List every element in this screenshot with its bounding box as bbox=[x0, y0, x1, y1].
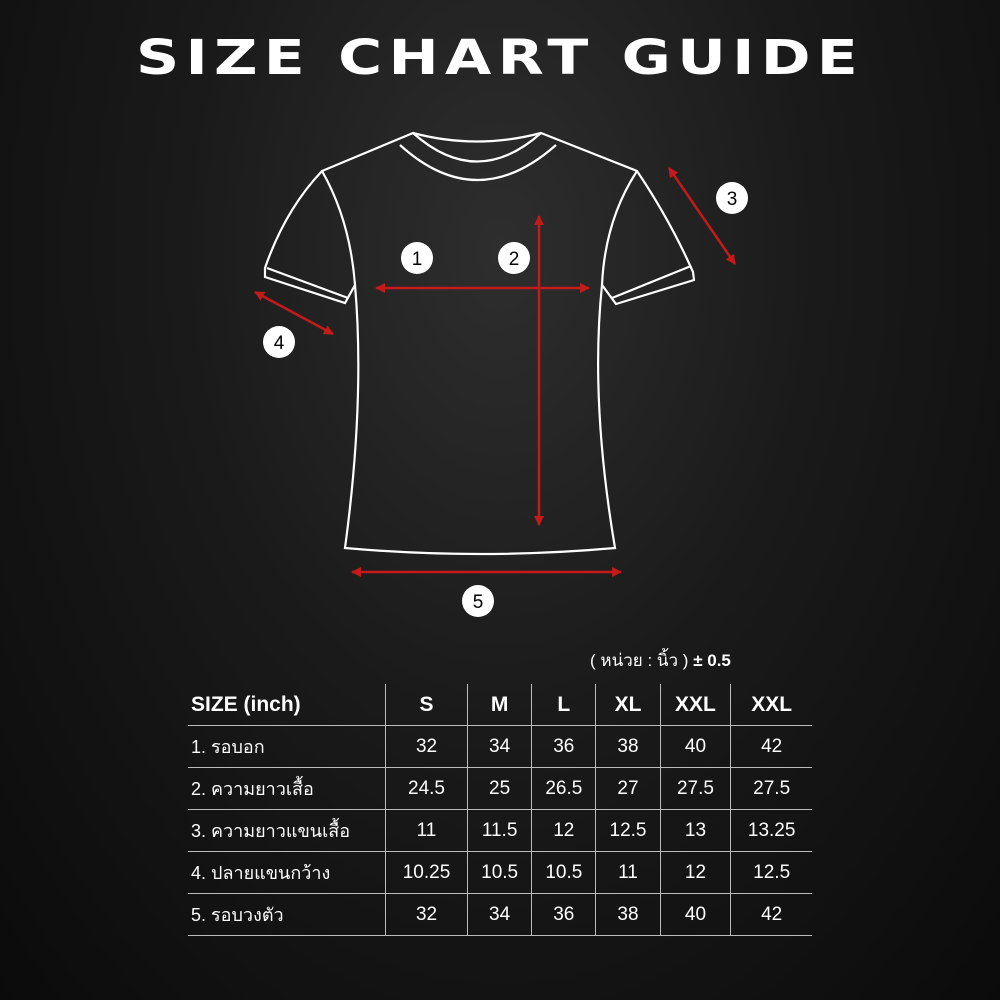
measurement-label: 1. รอบอก bbox=[188, 725, 386, 768]
header-cell: L bbox=[531, 684, 596, 726]
tshirt-diagram: 1 2 3 4 5 bbox=[254, 131, 748, 617]
header-cell: XXL bbox=[659, 684, 731, 726]
table-row: 5. รอบวงตัว 32 34 36 38 40 42 bbox=[188, 893, 812, 936]
marker-5: 5 bbox=[462, 585, 494, 617]
marker-2: 2 bbox=[498, 242, 530, 274]
size-value: 13 bbox=[659, 809, 731, 852]
svg-text:1: 1 bbox=[412, 249, 423, 270]
table-row: 2. ความยาวเสื้อ 24.5 25 26.5 27 27.5 27.5 bbox=[188, 767, 812, 810]
size-value: 36 bbox=[531, 725, 596, 768]
header-cell: S bbox=[384, 684, 468, 726]
size-value: 27.5 bbox=[659, 767, 731, 810]
svg-text:4: 4 bbox=[274, 333, 285, 354]
tolerance: ± 0.5 bbox=[693, 651, 731, 670]
size-value: 11 bbox=[595, 851, 661, 894]
size-value: 12 bbox=[659, 851, 731, 894]
size-value: 12.5 bbox=[730, 851, 812, 894]
size-value: 34 bbox=[467, 893, 532, 936]
size-value: 38 bbox=[595, 893, 661, 936]
table-row: 1. รอบอก 32 34 36 38 40 42 bbox=[188, 725, 812, 768]
header-cell: SIZE (inch) bbox=[188, 684, 386, 726]
size-value: 10.5 bbox=[467, 851, 532, 894]
size-value: 27.5 bbox=[730, 767, 812, 810]
size-value: 25 bbox=[467, 767, 532, 810]
measurement-label: 4. ปลายแขนกว้าง bbox=[188, 851, 386, 894]
header-cell: XXL bbox=[730, 684, 812, 726]
size-value: 32 bbox=[384, 893, 468, 936]
size-value: 11.5 bbox=[467, 809, 532, 852]
size-value: 10.25 bbox=[384, 851, 468, 894]
marker-4: 4 bbox=[263, 326, 295, 358]
header-cell: M bbox=[467, 684, 532, 726]
marker-1: 1 bbox=[401, 242, 433, 274]
size-value: 38 bbox=[595, 725, 661, 768]
size-value: 42 bbox=[730, 893, 812, 936]
measurement-label: 2. ความยาวเสื้อ bbox=[188, 767, 386, 810]
size-value: 42 bbox=[730, 725, 812, 768]
size-value: 12 bbox=[531, 809, 596, 852]
size-value: 13.25 bbox=[730, 809, 812, 852]
tshirt-outline bbox=[263, 131, 696, 556]
unit-label: ( หน่วย : นิ้ว ) bbox=[590, 651, 689, 670]
page-title: SIZE CHART GUIDE bbox=[135, 30, 865, 86]
size-value: 10.5 bbox=[531, 851, 596, 894]
size-value: 40 bbox=[659, 893, 731, 936]
size-value: 26.5 bbox=[531, 767, 596, 810]
size-value: 27 bbox=[595, 767, 661, 810]
table-row: 3. ความยาวแขนเสื้อ 11 11.5 12 12.5 13 13.25 bbox=[188, 809, 812, 852]
size-value: 34 bbox=[467, 725, 532, 768]
svg-text:3: 3 bbox=[727, 189, 738, 210]
size-value: 12.5 bbox=[595, 809, 661, 852]
measurement-label: 5. รอบวงตัว bbox=[188, 893, 386, 936]
arrow-sleeve-opening bbox=[254, 290, 334, 336]
size-value: 11 bbox=[384, 809, 468, 852]
marker-3: 3 bbox=[716, 182, 748, 214]
svg-text:2: 2 bbox=[509, 249, 520, 270]
table-header: SIZE (inch) S M L XL XXL XXL bbox=[188, 684, 812, 726]
size-value: 24.5 bbox=[384, 767, 468, 810]
arrow-sleeve-length bbox=[667, 167, 737, 265]
size-value: 32 bbox=[384, 725, 468, 768]
size-value: 40 bbox=[659, 725, 731, 768]
measurement-label: 3. ความยาวแขนเสื้อ bbox=[188, 809, 386, 852]
size-value: 36 bbox=[531, 893, 596, 936]
svg-text:5: 5 bbox=[473, 592, 484, 613]
table-row: 4. ปลายแขนกว้าง 10.25 10.5 10.5 11 12 12.5 bbox=[188, 851, 812, 894]
size-table: SIZE (inch) S M L XL XXL XXL 1. รอบอก 32 3… bbox=[188, 684, 812, 936]
unit-note: ( หน่วย : นิ้ว ) ± 0.5 bbox=[590, 647, 731, 674]
header-cell: XL bbox=[595, 684, 661, 726]
